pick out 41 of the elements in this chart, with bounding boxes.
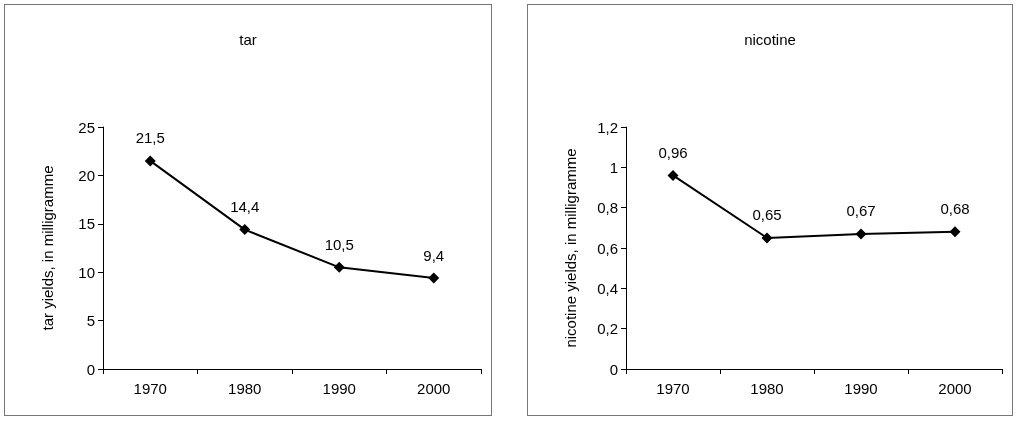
data-label: 21,5 — [135, 129, 165, 147]
y-tick-label: 5 — [86, 312, 95, 330]
y-tick-label: 20 — [78, 166, 95, 184]
x-tick-label: 1990 — [322, 380, 356, 397]
y-axis-title: nicotine yields, in milligramme — [562, 148, 579, 348]
y-tick-label: 1,2 — [597, 118, 618, 136]
x-tick-label: 1990 — [844, 380, 878, 397]
point — [144, 155, 156, 167]
data-label: 0,96 — [658, 143, 688, 161]
x-tick-label: 1970 — [656, 380, 690, 397]
y-axis-title: tar yields, in milligramme — [39, 165, 56, 331]
data-label: 0,65 — [752, 206, 782, 224]
data-label: 0,68 — [940, 200, 970, 218]
y-tick-label: 15 — [78, 215, 95, 233]
point — [333, 261, 345, 273]
y-tick-label: 1 — [609, 158, 618, 176]
data-label: 14,4 — [230, 198, 260, 216]
x-tick-label: 1980 — [228, 380, 262, 397]
y-tick-label: 25 — [78, 118, 95, 136]
data-label: 0,67 — [846, 202, 876, 220]
point — [428, 272, 440, 284]
y-tick-label: 0,2 — [597, 320, 618, 338]
y-tick-label: 10 — [78, 263, 95, 281]
point — [239, 224, 251, 236]
chart-title: nicotine — [744, 31, 796, 48]
x-tick-label: 2000 — [938, 380, 972, 397]
y-tick-label: 0,6 — [597, 239, 618, 257]
y-tick-label: 0 — [86, 360, 95, 378]
data-label: 9,4 — [423, 246, 445, 264]
point — [667, 169, 679, 181]
x-tick-label: 2000 — [417, 380, 451, 397]
chart-title: tar — [239, 31, 257, 48]
x-tick-label: 1970 — [133, 380, 167, 397]
data-label: 10,5 — [324, 235, 354, 253]
y-tick-label: 0,4 — [597, 279, 618, 297]
x-tick-label: 1980 — [750, 380, 784, 397]
y-tick-label: 0,8 — [597, 199, 618, 217]
point — [761, 232, 773, 244]
point — [855, 228, 867, 240]
point — [949, 226, 961, 238]
y-tick-label: 0 — [609, 360, 618, 378]
